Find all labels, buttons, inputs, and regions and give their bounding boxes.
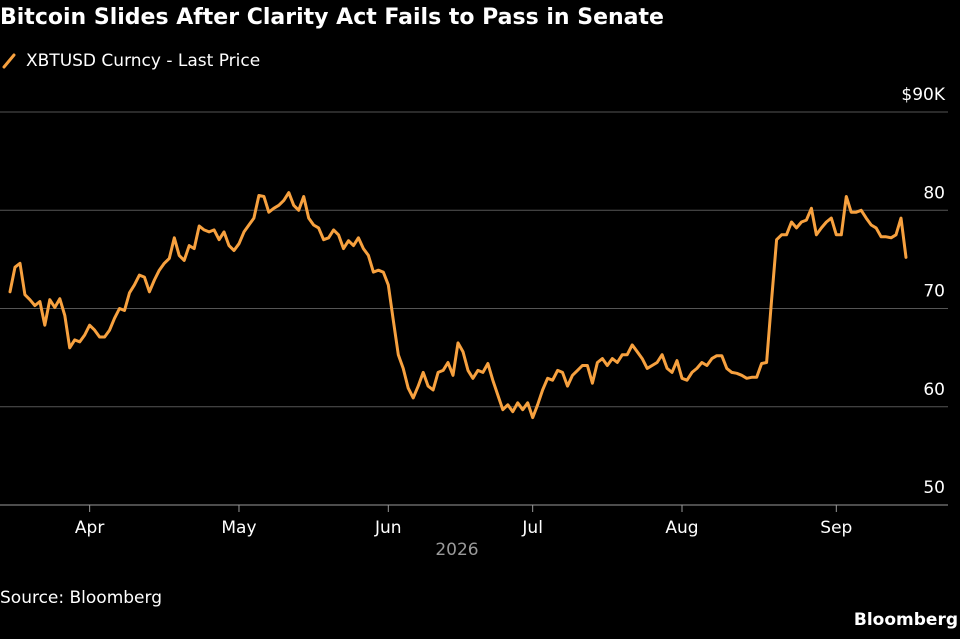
y-tick-label: $90K [901,85,945,105]
legend-label: XBTUSD Curncy - Last Price [26,51,260,71]
y-tick-label: 70 [923,282,945,302]
x-tick-label: Jul [521,518,543,538]
x-tick-label: Apr [75,518,104,538]
x-tick-label: Sep [820,518,852,538]
chart-title: Bitcoin Slides After Clarity Act Fails t… [0,5,664,30]
x-axis-label: 2026 [435,540,478,560]
x-tick-label: Aug [665,518,698,538]
brand: Bloomberg [854,610,958,630]
y-tick-label: 80 [923,183,945,203]
source-note: Source: Bloomberg [0,588,162,608]
x-tick-label: May [221,518,256,538]
y-tick-label: 60 [923,380,945,400]
y-tick-label: 50 [923,478,945,498]
price-line [8,191,908,420]
x-tick-label: Jun [374,518,402,538]
legend-swatch [2,53,16,69]
